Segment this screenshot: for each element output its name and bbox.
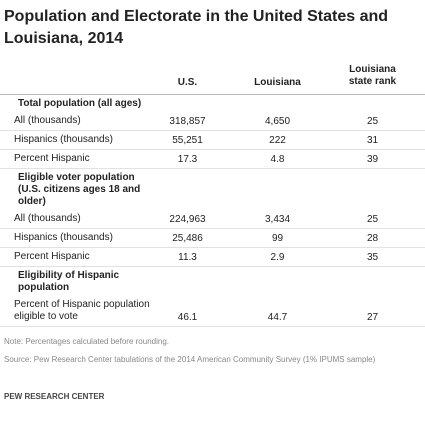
column-header: Louisiana [225, 77, 330, 88]
cell: 224,963 [169, 214, 206, 225]
table: U.S. Louisiana Louisiana state rank Total p… [0, 58, 425, 327]
column-header-text: Louisiana [254, 77, 301, 88]
data-row: Percent of Hispanic population eligible … [0, 296, 425, 327]
footer: PEW RESEARCH CENTER [4, 392, 105, 401]
cell: 25 [366, 116, 379, 127]
cell: 11.3 [178, 252, 197, 263]
data-row: Percent Hispanic 17.3 4.8 39 [0, 150, 425, 169]
section-label: Total population (all ages) [18, 98, 142, 109]
cell: 28 [366, 233, 379, 244]
data-row: Hispanics (thousands) 25,486 99 28 [0, 229, 425, 248]
cell: 3,434 [264, 214, 291, 225]
column-header: U.S. [150, 77, 225, 88]
row-label: Hispanics (thousands) [14, 134, 113, 145]
cell: 4,650 [264, 116, 291, 127]
cell: 17.3 [177, 154, 198, 165]
cell: 31 [366, 135, 379, 146]
cell: 2.9 [270, 252, 285, 263]
row-label: Percent Hispanic [14, 153, 90, 164]
column-header-text: U.S. [177, 77, 198, 88]
section-row: Eligible voter population (U.S. citizens… [0, 169, 425, 210]
cell: 39 [366, 154, 379, 165]
header-row: U.S. Louisiana Louisiana state rank [0, 58, 425, 95]
data-row: All (thousands) 318,857 4,650 25 [0, 112, 425, 131]
data-row: Hispanics (thousands) 55,251 222 31 [0, 131, 425, 150]
cell: 44.7 [267, 312, 288, 323]
source: Source: Pew Research Center tabulations … [4, 355, 376, 364]
cell: 99 [271, 233, 284, 244]
row-label: All (thousands) [14, 115, 81, 126]
cell: 55,251 [172, 135, 203, 146]
cell: 318,857 [169, 116, 206, 127]
row-label: Hispanics (thousands) [14, 232, 113, 243]
cell: 27 [366, 312, 379, 323]
cell: 4.8 [270, 154, 285, 165]
row-label: Percent Hispanic [14, 251, 90, 262]
cell: 25,486 [172, 233, 203, 244]
cell: 222 [269, 135, 286, 146]
section-label: Eligibility of Hispanic population [18, 270, 120, 293]
row-label: All (thousands) [14, 213, 81, 224]
column-header-text: Louisiana state rank [348, 64, 397, 87]
data-row: All (thousands) 224,963 3,434 25 [0, 210, 425, 229]
cell: 46.1 [177, 312, 198, 323]
title: Population and Electorate in the United … [4, 8, 389, 47]
section-row: Total population (all ages) [0, 95, 425, 112]
data-row: Percent Hispanic 11.3 2.9 35 [0, 248, 425, 267]
column-header: Louisiana state rank [330, 64, 415, 88]
row-label: Percent of Hispanic population eligible … [14, 299, 150, 322]
note: Note: Percentages calculated before roun… [4, 337, 169, 346]
cell: 35 [366, 252, 379, 263]
cell: 25 [366, 214, 379, 225]
section-row: Eligibility of Hispanic population [0, 267, 425, 296]
section-label: Eligible voter population (U.S. citizens… [18, 172, 141, 207]
